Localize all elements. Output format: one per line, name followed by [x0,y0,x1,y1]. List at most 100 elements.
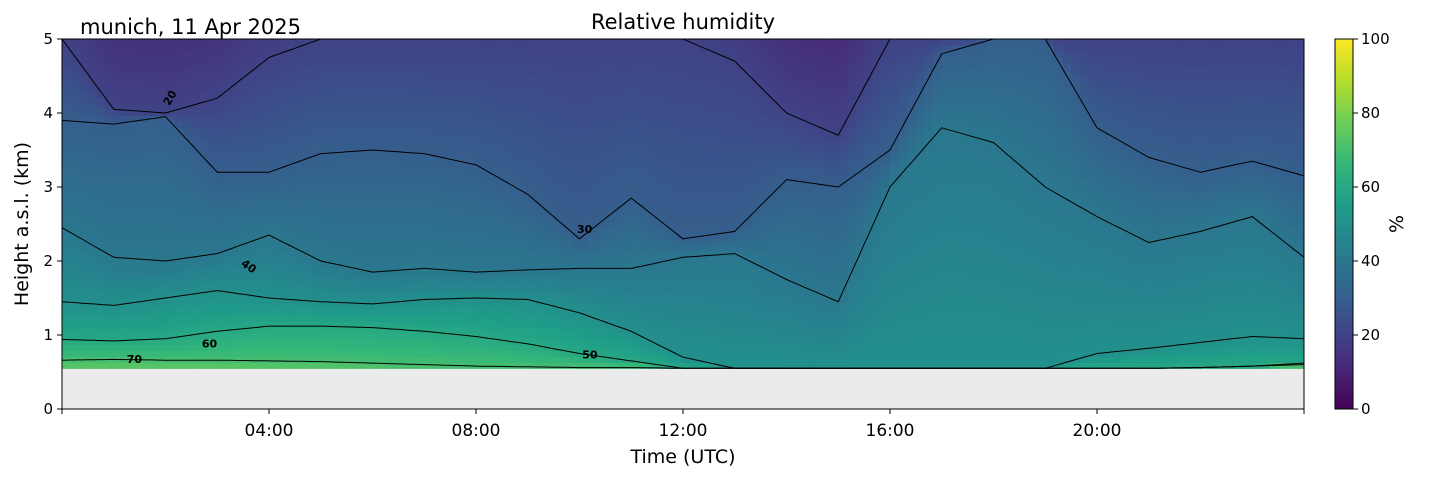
heatmap-cell [691,150,701,158]
heatmap-cell [674,133,684,140]
heatmap-cell [105,274,115,281]
heatmap-cell [683,362,693,369]
heatmap-cell [363,39,374,46]
heatmap-cell [182,327,192,334]
heatmap-cell [605,315,615,322]
heatmap-cell [87,315,98,322]
heatmap-cell [174,291,184,299]
heatmap-cell [769,197,779,205]
heatmap-cell [372,44,382,52]
heatmap-cell [217,344,227,352]
heatmap-cell [191,221,201,228]
heatmap-cell [105,97,115,105]
heatmap-cell [407,197,417,205]
heatmap-cell [786,356,796,364]
heatmap-cell [665,338,675,346]
heatmap-cell [234,227,244,234]
heatmap-cell [674,156,684,164]
heatmap-cell [96,156,106,164]
heatmap-cell [700,315,710,322]
heatmap-cell [674,238,684,246]
heatmap-cell [786,238,796,246]
heatmap-cell [243,168,253,175]
heatmap-cell [243,127,253,134]
heatmap-cell [105,297,115,305]
heatmap-cell [243,56,253,64]
heatmap-cell [389,327,399,334]
heatmap-cell [432,356,443,364]
heatmap-cell [191,262,201,269]
heatmap-cell [87,344,98,352]
heatmap-cell [372,168,382,175]
heatmap-cell [234,327,244,334]
heatmap-cell [191,191,201,199]
heatmap-cell [363,227,374,234]
heatmap-cell [579,180,589,187]
heatmap-cell [501,274,512,281]
heatmap-cell [355,156,365,164]
heatmap-cell [510,144,520,152]
heatmap-cell [588,186,598,193]
heatmap-cell [424,315,434,322]
heatmap-cell [217,215,227,222]
heatmap-cell [450,285,460,293]
heatmap-cell [777,86,788,93]
heatmap-cell [458,174,468,181]
heatmap-cell [363,162,374,169]
heatmap-cell [441,297,451,305]
heatmap-cell [683,133,693,140]
heatmap-cell [501,338,512,346]
heatmap-cell [269,80,279,87]
heatmap-cell [752,344,762,352]
heatmap-cell [407,309,417,316]
heatmap-cell [225,127,236,134]
heatmap-cell [476,209,486,217]
heatmap-cell [795,162,805,169]
heatmap-cell [562,115,572,122]
heatmap-cell [415,115,425,122]
heatmap-cell [467,227,477,234]
heatmap-cell [450,262,460,269]
heatmap-cell [87,86,98,93]
heatmap-cell [536,44,546,52]
heatmap-cell [139,221,149,228]
heatmap-cell [510,109,520,117]
heatmap-cell [381,91,391,99]
heatmap-cell [139,362,149,369]
heatmap-cell [182,280,192,287]
heatmap-cell [131,115,141,122]
heatmap-cell [708,297,719,305]
heatmap-cell [476,350,486,358]
heatmap-cell [363,50,374,58]
heatmap-cell [596,180,606,187]
heatmap-cell [113,321,123,328]
heatmap-cell [87,280,98,287]
heatmap-cell [303,215,313,222]
heatmap-cell [683,315,693,322]
heatmap-cell [752,162,762,169]
heatmap-cell [726,309,736,316]
heatmap-cell [639,333,650,340]
heatmap-cell [294,97,305,105]
heatmap-cell [743,333,753,340]
heatmap-cell [432,80,443,87]
heatmap-cell [674,268,684,275]
heatmap-cell [803,244,813,252]
heatmap-cell [156,91,167,99]
heatmap-cell [225,315,236,322]
heatmap-cell [614,138,624,146]
heatmap-cell [777,50,788,58]
heatmap-cell [493,197,503,205]
heatmap-cell [588,215,598,222]
heatmap-cell [803,121,813,128]
heatmap-cell [562,133,572,140]
heatmap-cell [441,180,451,187]
heatmap-cell [795,350,805,358]
heatmap-cell [243,327,253,334]
heatmap-cell [346,209,356,217]
heatmap-cell [708,127,719,134]
heatmap-cell [708,303,719,311]
heatmap-cell [105,109,115,117]
heatmap-cell [493,309,503,316]
heatmap-cell [217,133,227,140]
